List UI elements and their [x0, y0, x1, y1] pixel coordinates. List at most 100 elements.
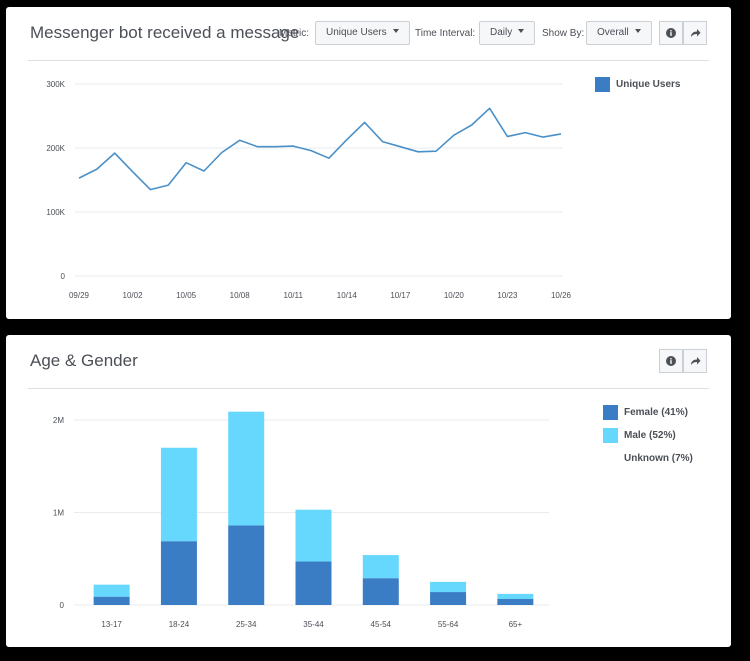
- data-point: [471, 124, 473, 126]
- legend-label: Unique Users: [616, 79, 681, 90]
- bar-chart-panel: Age & Gender 0 1M 2M 13-17 18-24 25-34 35-44 45…: [6, 335, 731, 647]
- data-point: [292, 145, 294, 147]
- data-point: [524, 132, 526, 134]
- caret-down-icon: [634, 29, 641, 33]
- showby-value: Overall: [597, 27, 629, 38]
- y-tick-label: 300K: [46, 80, 65, 89]
- data-point: [274, 146, 276, 148]
- data-point: [221, 151, 223, 153]
- x-tick-label: 10/11: [284, 291, 304, 300]
- data-point: [542, 136, 544, 138]
- data-point: [328, 157, 330, 159]
- data-point: [114, 152, 116, 154]
- caret-down-icon: [518, 29, 525, 33]
- y-tick-label: 200K: [46, 144, 65, 153]
- bar-segment: [362, 578, 399, 605]
- panel-title: Age & Gender: [30, 351, 138, 370]
- bar-segment: [93, 596, 130, 605]
- data-point: [132, 171, 134, 173]
- metric-dropdown[interactable]: Unique Users: [315, 21, 410, 45]
- data-point: [310, 150, 312, 152]
- metric-label: Metric:: [279, 28, 309, 39]
- share-icon: [690, 357, 700, 365]
- bar-chart: 0 1M 2M 13-17 18-24 25-34 35-44 45-54 55-64 65+: [53, 411, 549, 629]
- data-point: [364, 121, 366, 123]
- x-tick-label: 25-34: [236, 620, 257, 629]
- bar-segment: [362, 555, 399, 579]
- bar-segment: [160, 541, 197, 605]
- caret-down-icon: [392, 29, 399, 33]
- y-tick-label: 1M: [53, 509, 64, 518]
- bar-segment: [93, 584, 130, 597]
- line-chart: 0 100K 200K 300K 09/29 10/02 10/05 10/08 10/11 10…: [46, 80, 572, 300]
- legend-swatch: [595, 77, 610, 92]
- bar-segment: [430, 581, 467, 593]
- info-icon: [666, 28, 676, 38]
- x-tick-label: 09/29: [69, 291, 90, 300]
- data-point: [417, 151, 419, 153]
- x-tick-label: 10/05: [176, 291, 197, 300]
- data-point: [489, 107, 491, 109]
- x-tick-label: 10/23: [497, 291, 518, 300]
- data-point: [78, 177, 80, 179]
- bar-segment: [228, 525, 265, 605]
- x-tick-label: 10/02: [123, 291, 144, 300]
- legend-swatch: [603, 428, 618, 443]
- interval-dropdown[interactable]: Daily: [479, 21, 536, 45]
- share-button[interactable]: [683, 349, 707, 373]
- data-point: [399, 146, 401, 148]
- bar-segment: [497, 598, 534, 605]
- bar-segment: [228, 411, 265, 526]
- data-point: [203, 170, 205, 172]
- series-line: [78, 107, 562, 191]
- showby-label: Show By:: [542, 28, 585, 39]
- legend-label: Male (52%): [624, 430, 676, 441]
- x-tick-label: 10/14: [337, 291, 358, 300]
- x-tick-label: 45-54: [371, 620, 392, 629]
- data-point: [257, 146, 259, 148]
- data-point: [239, 139, 241, 141]
- y-tick-label: 2M: [53, 416, 64, 425]
- legend-label: Unknown (7%): [624, 453, 693, 464]
- info-button[interactable]: [659, 349, 683, 373]
- bar-segment: [497, 593, 534, 599]
- bar-segment: [295, 509, 332, 562]
- x-tick-label: 65+: [509, 620, 523, 629]
- data-point: [381, 141, 383, 143]
- y-tick-label: 0: [61, 272, 66, 281]
- info-icon: [666, 356, 676, 366]
- y-tick-label: 100K: [46, 208, 65, 217]
- interval-label: Time Interval:: [415, 28, 476, 39]
- showby-dropdown[interactable]: Overall: [586, 21, 652, 45]
- y-tick-label: 0: [60, 601, 65, 610]
- data-point: [346, 139, 348, 141]
- bar-segment: [160, 447, 197, 542]
- bar-segment: [295, 561, 332, 605]
- data-point: [96, 168, 98, 170]
- x-tick-label: 55-64: [438, 620, 459, 629]
- data-point: [167, 184, 169, 186]
- legend-item-unique-users: Unique Users: [595, 77, 680, 92]
- x-tick-label: 10/26: [551, 291, 572, 300]
- line-chart-panel: Messenger bot received a message Metric:…: [6, 7, 731, 319]
- info-button[interactable]: [659, 21, 683, 45]
- legend-item-unknown: Unknown (7%): [624, 453, 693, 464]
- interval-value: Daily: [490, 27, 513, 38]
- header-divider: [28, 388, 709, 389]
- x-tick-label: 10/08: [230, 291, 251, 300]
- data-point: [506, 135, 508, 137]
- legend-swatch: [603, 405, 618, 420]
- data-point: [435, 150, 437, 152]
- share-icon: [690, 29, 700, 37]
- x-tick-label: 35-44: [303, 620, 324, 629]
- share-button[interactable]: [683, 21, 707, 45]
- data-point: [560, 133, 562, 135]
- x-tick-label: 13-17: [101, 620, 122, 629]
- legend-label: Female (41%): [624, 407, 688, 418]
- metric-value: Unique Users: [326, 27, 387, 38]
- legend-item-male: Male (52%): [603, 428, 676, 443]
- data-point: [453, 134, 455, 136]
- x-tick-label: 18-24: [169, 620, 190, 629]
- x-tick-label: 10/17: [390, 291, 411, 300]
- bar-segment: [430, 592, 467, 605]
